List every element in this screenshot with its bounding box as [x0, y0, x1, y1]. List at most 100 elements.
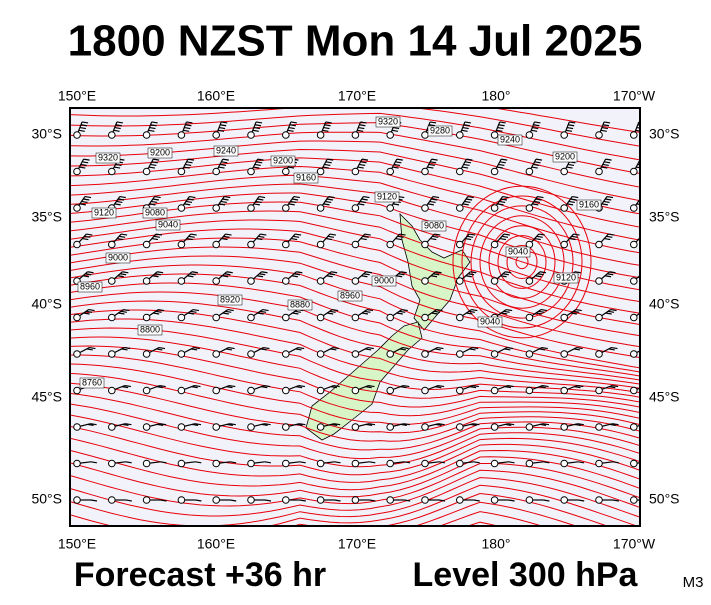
contour-label-box	[91, 207, 117, 219]
station	[456, 350, 464, 358]
barb-tick	[357, 129, 364, 132]
barb-tick	[609, 271, 616, 274]
station	[595, 313, 603, 322]
barb-tick	[115, 124, 122, 127]
contour-line	[70, 174, 640, 254]
barb-tick	[470, 271, 477, 274]
contour-label: 9040	[508, 246, 528, 256]
barb-tick	[121, 348, 128, 351]
barb-tick	[259, 273, 266, 276]
barb-tick	[361, 312, 369, 315]
barb-tick	[574, 386, 581, 389]
barb-tick	[644, 387, 650, 388]
barb-tick	[604, 161, 611, 164]
barb-tick	[399, 233, 406, 236]
barb-tick	[637, 124, 640, 126]
station	[212, 459, 220, 468]
contour-label: 8880	[290, 299, 310, 309]
barb-tick	[472, 384, 480, 388]
barb-tick	[362, 235, 369, 238]
station	[108, 240, 116, 249]
station	[247, 313, 255, 322]
station	[595, 350, 603, 358]
barb-tick	[500, 275, 507, 278]
barb-tick	[195, 499, 202, 502]
barb-tick	[532, 126, 539, 130]
barb-tick	[191, 348, 198, 351]
barb-tick	[121, 386, 129, 389]
station	[177, 350, 186, 358]
barb-tick	[87, 423, 94, 426]
barb-tick	[404, 499, 411, 502]
contour-label-box	[105, 252, 131, 264]
station	[108, 386, 116, 395]
contour-line	[70, 192, 640, 279]
station	[247, 204, 255, 212]
barb-tick	[606, 195, 614, 199]
barb-tick	[364, 233, 371, 236]
barb-tick	[154, 195, 161, 199]
model-code: M3	[683, 574, 704, 591]
barb-tick	[505, 271, 512, 274]
barb-tick	[80, 124, 88, 127]
barb-tick	[607, 273, 614, 276]
contour-line	[413, 501, 578, 526]
barb-tick	[149, 203, 156, 206]
barb-tick	[290, 121, 297, 124]
barb-tick	[612, 461, 619, 464]
station	[386, 204, 395, 212]
barb-tick	[391, 129, 399, 132]
contour-label: 8920	[220, 294, 240, 304]
station	[247, 423, 255, 431]
barb-tick	[225, 310, 232, 313]
station	[386, 496, 395, 504]
station	[351, 386, 360, 395]
barb-tick	[332, 346, 340, 350]
barb-tick	[503, 233, 511, 236]
barb-tick	[85, 310, 93, 313]
barb-tick	[299, 499, 306, 502]
barb-tick	[256, 275, 264, 278]
contour-line	[70, 345, 640, 408]
barb-tick	[83, 312, 90, 315]
barb-tick	[82, 161, 89, 164]
contour-line	[70, 354, 640, 417]
barb-tick	[118, 312, 125, 315]
barb-tick	[566, 203, 574, 206]
station	[247, 350, 255, 358]
station	[177, 204, 186, 212]
barb-tick	[323, 203, 330, 206]
station	[525, 459, 534, 468]
barb-tick	[295, 233, 302, 236]
barb-tick	[644, 424, 650, 425]
barb-tick	[291, 237, 298, 241]
contour-label-box	[217, 294, 243, 306]
station	[282, 386, 290, 395]
barb-tick	[468, 310, 475, 313]
barb-tick	[230, 461, 237, 464]
barb-tick	[363, 195, 370, 199]
barb-tick	[330, 348, 337, 351]
barb-tick	[150, 163, 157, 167]
barb-tick	[189, 195, 196, 199]
barb-tick	[534, 121, 541, 124]
lat-label-left: 45°S	[31, 389, 62, 405]
station	[525, 350, 534, 358]
barb-tick	[601, 126, 608, 130]
barb-tick	[113, 129, 120, 132]
barb-tick	[365, 271, 373, 274]
station	[456, 204, 464, 212]
station	[630, 423, 638, 431]
barb-tick	[466, 312, 473, 315]
barb-tick	[359, 200, 367, 204]
barb-tick	[124, 346, 131, 350]
barb-tick	[325, 121, 332, 124]
station	[212, 204, 220, 212]
station	[525, 423, 534, 431]
station	[282, 459, 290, 468]
station	[212, 131, 220, 139]
station	[142, 496, 151, 504]
barb-tick	[119, 235, 126, 238]
station	[351, 459, 360, 468]
